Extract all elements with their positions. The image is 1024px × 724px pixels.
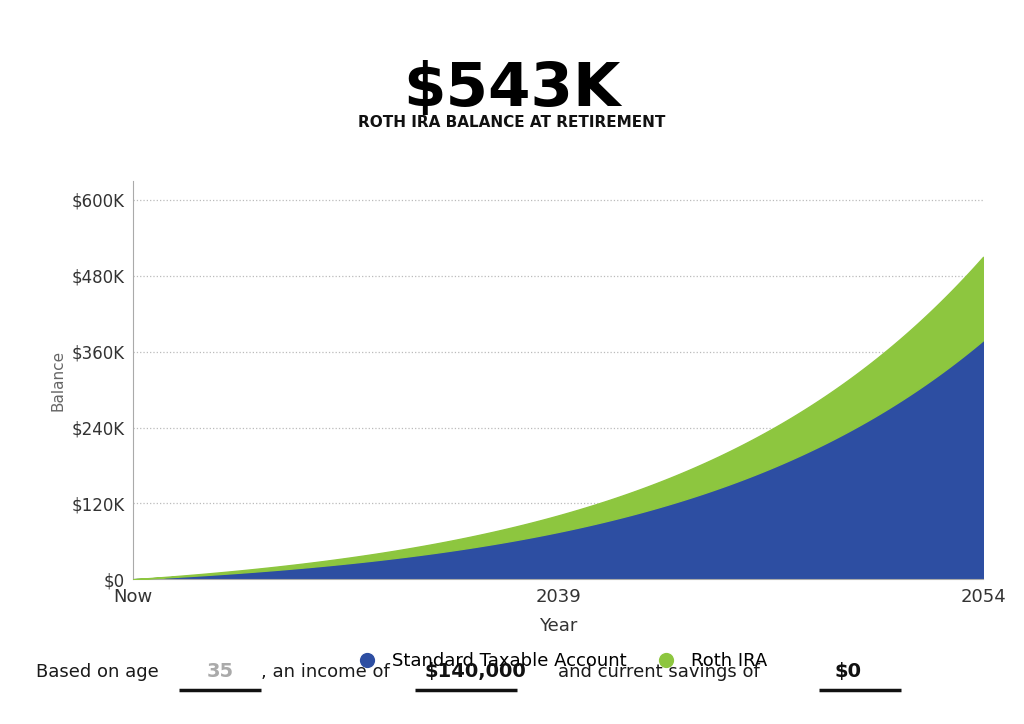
Text: , an income of: , an income of: [261, 663, 390, 681]
Y-axis label: Balance: Balance: [51, 350, 66, 411]
X-axis label: Year: Year: [539, 617, 578, 635]
Text: 35: 35: [207, 662, 233, 681]
Text: $140,000: $140,000: [425, 662, 526, 681]
Text: Based on age: Based on age: [36, 663, 159, 681]
Text: and current savings of: and current savings of: [558, 663, 760, 681]
Text: ROTH IRA BALANCE AT RETIREMENT: ROTH IRA BALANCE AT RETIREMENT: [358, 115, 666, 130]
Text: $0: $0: [835, 662, 861, 681]
Legend: Standard Taxable Account, Roth IRA: Standard Taxable Account, Roth IRA: [343, 647, 773, 675]
Text: $543K: $543K: [403, 61, 621, 119]
